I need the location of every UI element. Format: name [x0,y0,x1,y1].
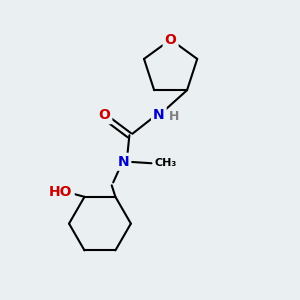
Text: O: O [165,33,176,46]
Text: H: H [169,110,179,123]
Text: N: N [153,108,165,122]
Text: N: N [118,155,129,169]
Text: HO: HO [49,185,73,200]
Text: CH₃: CH₃ [154,158,177,168]
Text: O: O [98,108,110,122]
